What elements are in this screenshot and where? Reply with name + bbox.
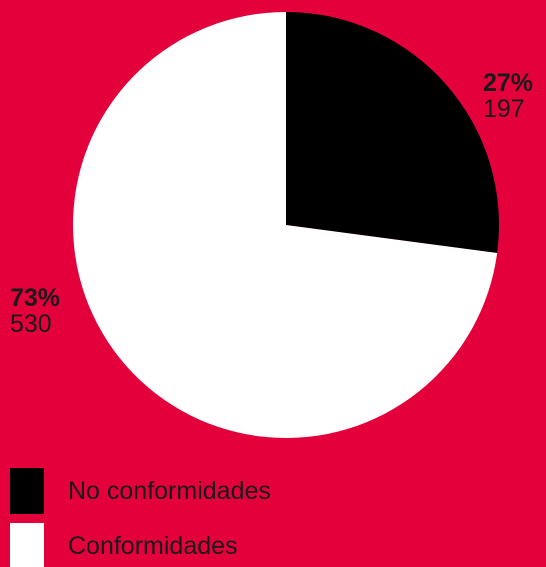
slice-value-label: 530 xyxy=(10,310,52,338)
pie-slice-no-conformidades xyxy=(286,12,499,253)
legend-item-no-conformidades: No conformidades xyxy=(10,468,271,514)
legend-label: No conformidades xyxy=(68,476,271,505)
pie-slice-conformidades xyxy=(72,12,498,439)
slice-label-no-conformidades: 27% 197 xyxy=(483,71,533,122)
legend-item-conformidades: Conformidades xyxy=(10,523,238,567)
legend-swatch-black xyxy=(10,468,44,514)
slice-label-conformidades: 73% 530 xyxy=(10,286,60,337)
slice-value-label: 197 xyxy=(483,95,525,123)
slice-percent-label: 73% xyxy=(10,284,61,312)
slice-percent-label: 27% xyxy=(483,69,534,97)
legend-label: Conformidades xyxy=(68,531,238,560)
legend-swatch-white xyxy=(10,523,44,567)
